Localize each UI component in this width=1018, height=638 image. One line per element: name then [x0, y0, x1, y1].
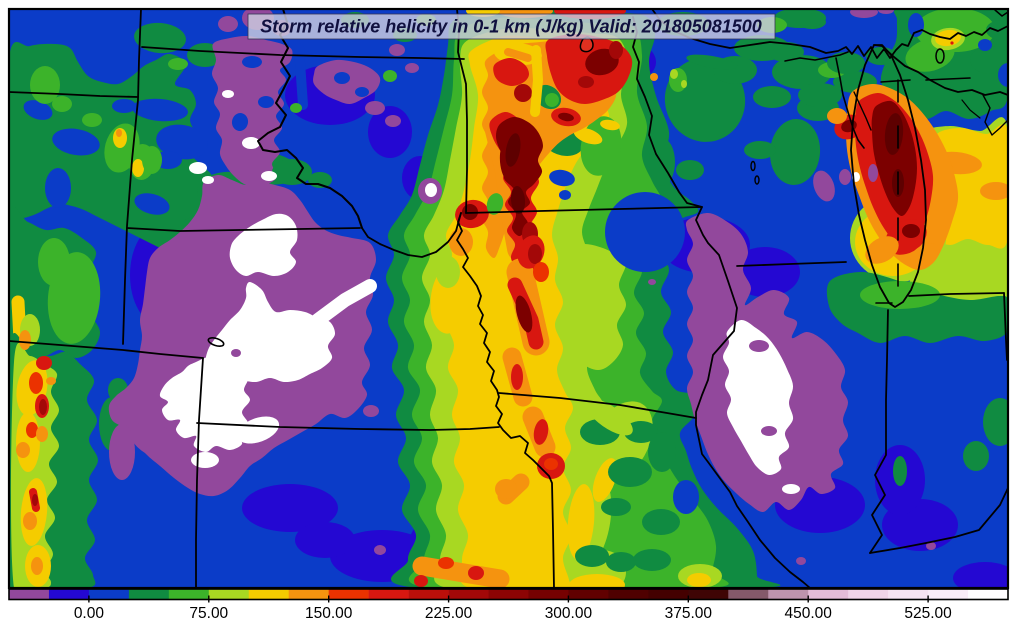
svg-text:225.00: 225.00 [425, 605, 473, 622]
svg-text:300.00: 300.00 [545, 605, 593, 622]
svg-text:450.00: 450.00 [784, 605, 832, 622]
svg-text:375.00: 375.00 [665, 605, 713, 622]
svg-text:Storm relative helicity in 0-1: Storm relative helicity in 0-1 km (J/kg)… [260, 17, 762, 37]
svg-text:525.00: 525.00 [904, 605, 952, 622]
svg-text:75.00: 75.00 [189, 605, 228, 622]
svg-text:150.00: 150.00 [305, 605, 353, 622]
svg-text:0.00: 0.00 [74, 605, 105, 622]
